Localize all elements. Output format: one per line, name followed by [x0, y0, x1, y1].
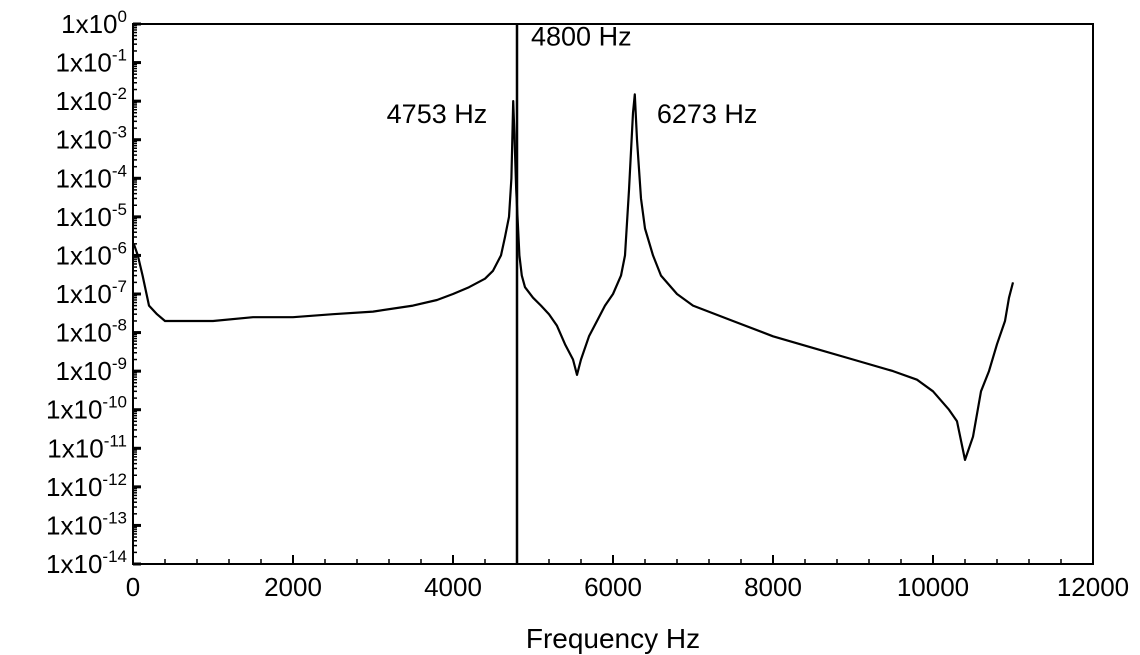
- x-axis: 0 2000 4000 6000 8000 10000 12000: [126, 555, 1129, 602]
- y-tick-label: 1x10-4: [55, 161, 127, 193]
- x-tick-label: 10000: [897, 572, 969, 602]
- x-tick-label: 4000: [424, 572, 482, 602]
- y-tick-label: 1x10-7: [55, 277, 127, 309]
- y-tick-label: 1x10-11: [47, 431, 127, 463]
- y-tick-label: 1x10-1: [55, 46, 127, 78]
- peak-annotations: 4800 Hz 4753 Hz 6273 Hz: [387, 22, 758, 129]
- y-axis: 1x100 1x10-1 1x10-2 1x10-3 1x10-4 1x10-5 1x10-…: [46, 7, 141, 579]
- peak-label: 6273 Hz: [657, 99, 758, 129]
- y-tick-label: 1x10-8: [55, 316, 127, 348]
- y-tick-label: 1x10-2: [55, 84, 127, 116]
- x-axis-title: Frequency Hz: [526, 623, 700, 654]
- x-tick-label: 0: [126, 572, 140, 602]
- peak-label: 4753 Hz: [387, 99, 488, 129]
- x-tick-label: 12000: [1057, 572, 1129, 602]
- x-tick-label: 2000: [264, 572, 322, 602]
- y-tick-label: 1x10-12: [46, 470, 127, 502]
- peak-label: 4800 Hz: [531, 22, 632, 52]
- y-tick-label: 1x10-9: [55, 354, 127, 386]
- x-tick-label: 8000: [744, 572, 802, 602]
- x-tick-label: 6000: [584, 572, 642, 602]
- y-tick-label: 1x10-6: [55, 238, 127, 270]
- spectrum-series-line: [132, 93, 1015, 461]
- y-tick-label: 1x10-3: [55, 123, 127, 155]
- y-tick-label: 1x10-13: [46, 508, 127, 540]
- y-tick-label: 1x10-14: [46, 547, 127, 579]
- y-tick-label: 1x10-5: [55, 200, 127, 232]
- y-tick-label: 1x100: [61, 7, 127, 39]
- y-tick-label: 1x10-10: [46, 393, 127, 425]
